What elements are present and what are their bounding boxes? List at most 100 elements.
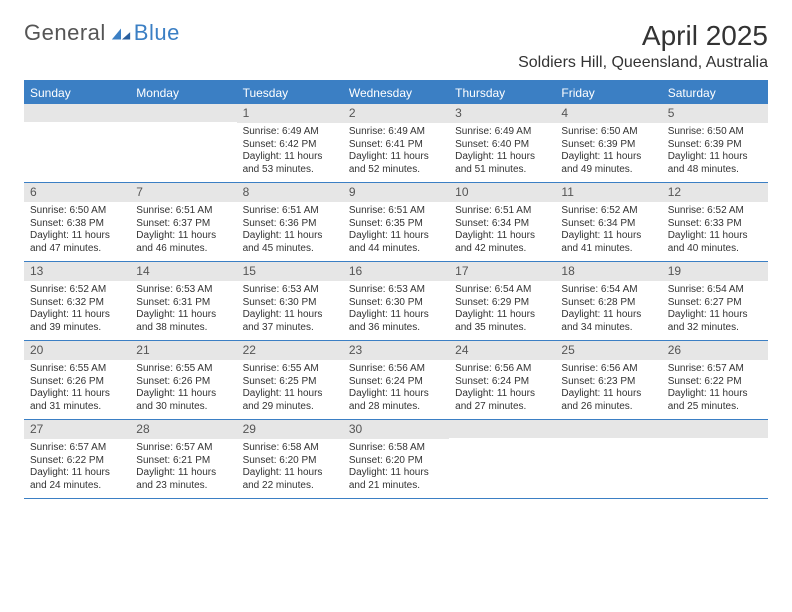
day-detail-line: Sunset: 6:39 PM [668,139,762,152]
day-detail-line: Sunset: 6:20 PM [243,455,337,468]
day-body: Sunrise: 6:53 AMSunset: 6:31 PMDaylight:… [130,281,236,340]
calendar-day: 22Sunrise: 6:55 AMSunset: 6:25 PMDayligh… [237,341,343,419]
day-number: 18 [555,262,661,281]
day-detail-line: Sunrise: 6:57 AM [136,442,230,455]
calendar-day: 9Sunrise: 6:51 AMSunset: 6:35 PMDaylight… [343,183,449,261]
day-detail-line: Sunset: 6:26 PM [30,376,124,389]
day-detail-line: Sunset: 6:37 PM [136,218,230,231]
weekday-header-row: SundayMondayTuesdayWednesdayThursdayFrid… [24,82,768,104]
calendar-day: 24Sunrise: 6:56 AMSunset: 6:24 PMDayligh… [449,341,555,419]
calendar-week: 13Sunrise: 6:52 AMSunset: 6:32 PMDayligh… [24,262,768,341]
day-detail-line: Daylight: 11 hours and 30 minutes. [136,388,230,413]
calendar-week: 1Sunrise: 6:49 AMSunset: 6:42 PMDaylight… [24,104,768,183]
day-detail-line: Sunrise: 6:52 AM [30,284,124,297]
day-number: 17 [449,262,555,281]
day-body: Sunrise: 6:53 AMSunset: 6:30 PMDaylight:… [237,281,343,340]
day-number: 19 [662,262,768,281]
day-body: Sunrise: 6:56 AMSunset: 6:24 PMDaylight:… [449,360,555,419]
day-number: 26 [662,341,768,360]
calendar-page: General Blue April 2025 Soldiers Hill, Q… [0,0,792,519]
day-body: Sunrise: 6:56 AMSunset: 6:24 PMDaylight:… [343,360,449,419]
day-number [449,420,555,438]
brand-part2: Blue [134,20,180,46]
day-detail-line: Sunset: 6:39 PM [561,139,655,152]
day-detail-line: Daylight: 11 hours and 26 minutes. [561,388,655,413]
day-body: Sunrise: 6:51 AMSunset: 6:35 PMDaylight:… [343,202,449,261]
day-detail-line: Sunrise: 6:58 AM [243,442,337,455]
calendar-day: 10Sunrise: 6:51 AMSunset: 6:34 PMDayligh… [449,183,555,261]
day-detail-line: Sunrise: 6:50 AM [30,205,124,218]
calendar-day: 17 Sunrise: 6:54 AMSunset: 6:29 PMDayligh… [449,262,555,340]
day-detail-line: Sunrise: 6:54 AM [668,284,762,297]
day-body: Sunrise: 6:58 AMSunset: 6:20 PMDaylight:… [343,439,449,498]
day-detail-line: Sunset: 6:25 PM [243,376,337,389]
day-detail-line: Sunset: 6:29 PM [455,297,549,310]
day-number: 7 [130,183,236,202]
day-body: Sunrise: 6:52 AMSunset: 6:34 PMDaylight:… [555,202,661,261]
day-detail-line: Sunrise: 6:54 AM [455,284,549,297]
day-detail-line: Daylight: 11 hours and 35 minutes. [455,309,549,334]
day-detail-line: Sunset: 6:32 PM [30,297,124,310]
day-number: 4 [555,104,661,123]
day-body: Sunrise: 6:56 AMSunset: 6:23 PMDaylight:… [555,360,661,419]
day-detail-line: Sunrise: 6:50 AM [561,126,655,139]
day-body: Sunrise: 6:58 AMSunset: 6:20 PMDaylight:… [237,439,343,498]
day-number: 23 [343,341,449,360]
brand-part1: General [24,20,106,46]
day-number [24,104,130,122]
day-detail-line: Daylight: 11 hours and 48 minutes. [668,151,762,176]
day-detail-line: Sunrise: 6:55 AM [136,363,230,376]
calendar-day: 20Sunrise: 6:55 AMSunset: 6:26 PMDayligh… [24,341,130,419]
calendar-day: 19Sunrise: 6:54 AMSunset: 6:27 PMDayligh… [662,262,768,340]
calendar-day: 21Sunrise: 6:55 AMSunset: 6:26 PMDayligh… [130,341,236,419]
day-body: Sunrise: 6:50 AMSunset: 6:38 PMDaylight:… [24,202,130,261]
calendar-day: 27Sunrise: 6:57 AMSunset: 6:22 PMDayligh… [24,420,130,498]
day-detail-line: Daylight: 11 hours and 38 minutes. [136,309,230,334]
calendar-week: 6Sunrise: 6:50 AMSunset: 6:38 PMDaylight… [24,183,768,262]
day-detail-line: Sunset: 6:31 PM [136,297,230,310]
calendar-day: 28Sunrise: 6:57 AMSunset: 6:21 PMDayligh… [130,420,236,498]
day-number: 27 [24,420,130,439]
page-header: General Blue April 2025 Soldiers Hill, Q… [24,20,768,72]
day-detail-line: Daylight: 11 hours and 21 minutes. [349,467,443,492]
calendar-day: 5Sunrise: 6:50 AMSunset: 6:39 PMDaylight… [662,104,768,182]
location-text: Soldiers Hill, Queensland, Australia [518,54,768,72]
calendar-day: 4Sunrise: 6:50 AMSunset: 6:39 PMDaylight… [555,104,661,182]
day-detail-line: Sunset: 6:24 PM [455,376,549,389]
day-detail-line: Daylight: 11 hours and 41 minutes. [561,230,655,255]
calendar-day: 2Sunrise: 6:49 AMSunset: 6:41 PMDaylight… [343,104,449,182]
day-detail-line: Sunrise: 6:56 AM [349,363,443,376]
day-detail-line: Daylight: 11 hours and 29 minutes. [243,388,337,413]
weekday-header: Wednesday [343,82,449,104]
day-detail-line: Sunset: 6:34 PM [455,218,549,231]
day-number: 14 [130,262,236,281]
day-detail-line: Sunset: 6:34 PM [561,218,655,231]
calendar-week: 20Sunrise: 6:55 AMSunset: 6:26 PMDayligh… [24,341,768,420]
calendar-day: 11Sunrise: 6:52 AMSunset: 6:34 PMDayligh… [555,183,661,261]
calendar-day: 16Sunrise: 6:53 AMSunset: 6:30 PMDayligh… [343,262,449,340]
day-detail-line: Daylight: 11 hours and 52 minutes. [349,151,443,176]
day-number: 21 [130,341,236,360]
day-number: 25 [555,341,661,360]
calendar-day: 13Sunrise: 6:52 AMSunset: 6:32 PMDayligh… [24,262,130,340]
day-body: Sunrise: 6:55 AMSunset: 6:25 PMDaylight:… [237,360,343,419]
day-detail-line: Sunrise: 6:54 AM [561,284,655,297]
calendar-day [24,104,130,182]
day-detail-line: Sunrise: 6:50 AM [668,126,762,139]
calendar-day: 29Sunrise: 6:58 AMSunset: 6:20 PMDayligh… [237,420,343,498]
day-body: Sunrise: 6:53 AMSunset: 6:30 PMDaylight:… [343,281,449,340]
day-body: Sunrise: 6:51 AMSunset: 6:36 PMDaylight:… [237,202,343,261]
day-detail-line: Sunset: 6:21 PM [136,455,230,468]
weekday-header: Monday [130,82,236,104]
sail-icon [110,26,132,42]
day-detail-line: Sunset: 6:38 PM [30,218,124,231]
day-detail-line: Daylight: 11 hours and 39 minutes. [30,309,124,334]
day-detail-line: Sunset: 6:41 PM [349,139,443,152]
day-detail-line: Sunrise: 6:55 AM [30,363,124,376]
day-detail-line: Sunrise: 6:53 AM [349,284,443,297]
brand-logo: General Blue [24,20,180,46]
day-detail-line: Sunset: 6:42 PM [243,139,337,152]
day-detail-line: Sunrise: 6:58 AM [349,442,443,455]
calendar-day: 8Sunrise: 6:51 AMSunset: 6:36 PMDaylight… [237,183,343,261]
day-detail-line: Sunset: 6:22 PM [30,455,124,468]
